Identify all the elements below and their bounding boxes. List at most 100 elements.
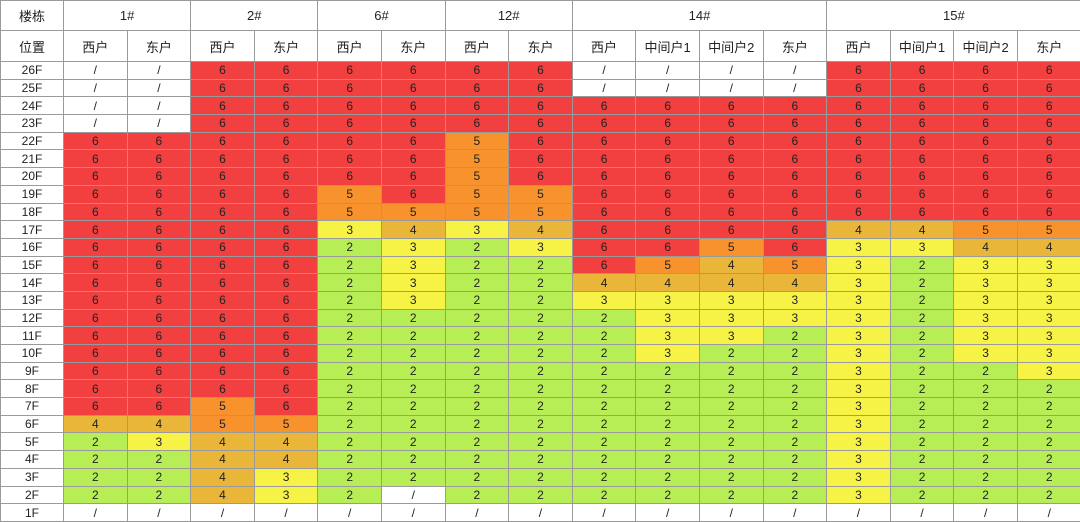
value-cell: 6 — [890, 203, 954, 221]
value-cell: / — [127, 115, 191, 133]
value-cell: 6 — [1017, 79, 1080, 97]
value-cell: 6 — [254, 79, 318, 97]
value-cell: 6 — [127, 291, 191, 309]
value-cell: 6 — [127, 238, 191, 256]
value-cell: 3 — [1017, 345, 1080, 363]
value-cell: 2 — [509, 362, 573, 380]
floor-label: 11F — [1, 327, 64, 345]
value-cell: 6 — [954, 115, 1018, 133]
value-cell: 2 — [890, 486, 954, 504]
building-header-row: 楼栋 1#2#6#12#14#15# — [1, 1, 1080, 31]
value-cell: 2 — [445, 415, 509, 433]
value-cell: 6 — [572, 97, 636, 115]
building-header: 12# — [445, 1, 572, 31]
unit-header: 西户 — [572, 31, 636, 62]
building-header: 2# — [191, 1, 318, 31]
value-cell: 6 — [64, 345, 128, 363]
value-cell: 2 — [1017, 398, 1080, 416]
value-cell: 5 — [954, 221, 1018, 239]
value-cell: 2 — [699, 345, 763, 363]
floor-label: 24F — [1, 97, 64, 115]
value-cell: 6 — [699, 221, 763, 239]
value-cell: 6 — [827, 62, 891, 80]
value-cell: 2 — [699, 468, 763, 486]
value-cell: 2 — [572, 327, 636, 345]
value-cell: 3 — [445, 221, 509, 239]
value-cell: 6 — [381, 150, 445, 168]
value-cell: 6 — [64, 380, 128, 398]
value-cell: 3 — [381, 291, 445, 309]
floor-label: 16F — [1, 238, 64, 256]
value-cell: 6 — [191, 238, 255, 256]
value-cell: 5 — [318, 185, 382, 203]
value-cell: 6 — [827, 79, 891, 97]
value-cell: 6 — [509, 115, 573, 133]
value-cell: 6 — [254, 309, 318, 327]
value-cell: 6 — [64, 256, 128, 274]
floor-label: 21F — [1, 150, 64, 168]
value-cell: 6 — [445, 115, 509, 133]
value-cell: 2 — [318, 451, 382, 469]
value-cell: 2 — [699, 380, 763, 398]
value-cell: 3 — [827, 398, 891, 416]
floor-label: 6F — [1, 415, 64, 433]
value-cell: 2 — [509, 291, 573, 309]
value-cell: 2 — [636, 451, 700, 469]
value-cell: 6 — [763, 168, 827, 186]
value-cell: 2 — [318, 309, 382, 327]
value-cell: 6 — [1017, 97, 1080, 115]
value-cell: 2 — [572, 468, 636, 486]
value-cell: / — [191, 504, 255, 522]
value-cell: 6 — [572, 256, 636, 274]
value-cell: 6 — [1017, 203, 1080, 221]
value-cell: 2 — [763, 362, 827, 380]
value-cell: / — [954, 504, 1018, 522]
unit-header: 东户 — [381, 31, 445, 62]
value-cell: 6 — [318, 97, 382, 115]
value-cell: 6 — [1017, 115, 1080, 133]
value-cell: 6 — [381, 168, 445, 186]
value-cell: 6 — [763, 115, 827, 133]
value-cell: / — [636, 62, 700, 80]
value-cell: 6 — [254, 115, 318, 133]
value-cell: 4 — [763, 274, 827, 292]
value-cell: 3 — [127, 433, 191, 451]
unit-header: 西户 — [191, 31, 255, 62]
value-cell: 3 — [636, 345, 700, 363]
value-cell: 3 — [699, 291, 763, 309]
value-cell: 6 — [127, 132, 191, 150]
value-cell: 6 — [636, 132, 700, 150]
value-cell: 2 — [890, 345, 954, 363]
value-cell: 2 — [1017, 468, 1080, 486]
value-cell: 6 — [636, 238, 700, 256]
value-cell: 6 — [191, 221, 255, 239]
value-cell: 6 — [254, 327, 318, 345]
value-cell: 6 — [254, 221, 318, 239]
value-cell: 2 — [763, 415, 827, 433]
value-cell: 2 — [381, 309, 445, 327]
value-cell: 2 — [445, 274, 509, 292]
value-cell: 2 — [318, 398, 382, 416]
floor-label: 8F — [1, 380, 64, 398]
value-cell: 2 — [1017, 415, 1080, 433]
value-cell: 3 — [381, 274, 445, 292]
value-cell: 3 — [1017, 274, 1080, 292]
value-cell: 6 — [827, 132, 891, 150]
value-cell: 6 — [254, 150, 318, 168]
value-cell: 4 — [127, 415, 191, 433]
value-cell: / — [890, 504, 954, 522]
value-cell: 2 — [890, 380, 954, 398]
value-cell: 6 — [64, 398, 128, 416]
value-cell: 6 — [191, 291, 255, 309]
value-cell: 3 — [381, 256, 445, 274]
floor-label: 13F — [1, 291, 64, 309]
floor-label: 5F — [1, 433, 64, 451]
building-header: 14# — [572, 1, 826, 31]
value-cell: 6 — [890, 150, 954, 168]
value-cell: 5 — [381, 203, 445, 221]
floor-label: 17F — [1, 221, 64, 239]
